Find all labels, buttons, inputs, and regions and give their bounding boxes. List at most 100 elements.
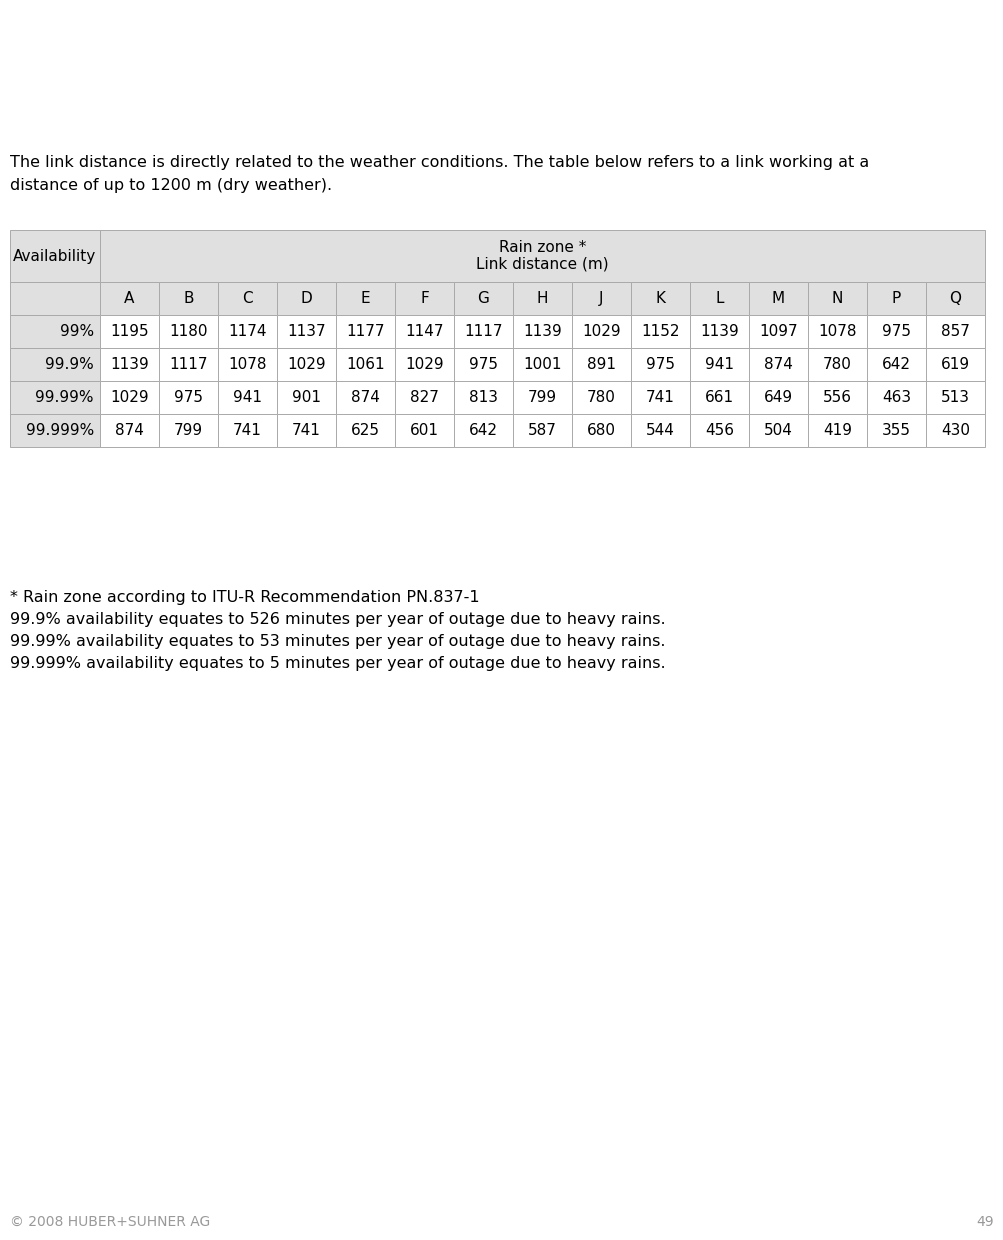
Bar — [218, 315, 277, 348]
Text: 975: 975 — [468, 357, 497, 372]
Text: 799: 799 — [174, 423, 203, 438]
Text: Rain zone *: Rain zone * — [498, 241, 586, 255]
Text: 1078: 1078 — [817, 324, 856, 339]
Bar — [336, 414, 394, 446]
Text: 741: 741 — [292, 423, 321, 438]
Bar — [925, 348, 984, 381]
Bar — [394, 381, 453, 414]
Bar — [218, 281, 277, 315]
Bar — [925, 414, 984, 446]
Text: 827: 827 — [409, 391, 438, 405]
Bar — [277, 414, 336, 446]
Text: 99.99% availability equates to 53 minutes per year of outage due to heavy rains.: 99.99% availability equates to 53 minute… — [10, 634, 665, 649]
Text: 941: 941 — [704, 357, 733, 372]
Bar — [689, 348, 748, 381]
Bar — [630, 281, 689, 315]
Text: K: K — [655, 291, 665, 306]
Text: N: N — [830, 291, 843, 306]
Bar — [100, 348, 158, 381]
Bar — [10, 381, 100, 414]
Bar — [572, 281, 630, 315]
Text: 1029: 1029 — [582, 324, 620, 339]
Bar — [158, 414, 218, 446]
Text: P: P — [891, 291, 901, 306]
Text: G: G — [477, 291, 488, 306]
Text: 355: 355 — [881, 423, 910, 438]
Text: The link distance is directly related to the weather conditions. The table below: The link distance is directly related to… — [10, 155, 869, 170]
Text: 1152: 1152 — [641, 324, 679, 339]
Text: 430: 430 — [940, 423, 969, 438]
Bar — [453, 381, 513, 414]
Bar — [277, 315, 336, 348]
Bar — [748, 348, 807, 381]
Bar — [572, 348, 630, 381]
Bar — [513, 348, 572, 381]
Text: M: M — [771, 291, 784, 306]
Text: 587: 587 — [528, 423, 557, 438]
Text: 601: 601 — [409, 423, 438, 438]
Text: 975: 975 — [645, 357, 674, 372]
Bar — [453, 315, 513, 348]
Bar — [925, 281, 984, 315]
Bar — [100, 229, 984, 281]
Text: 625: 625 — [351, 423, 379, 438]
Text: 1029: 1029 — [110, 391, 148, 405]
Bar — [394, 348, 453, 381]
Text: 544: 544 — [645, 423, 674, 438]
Bar — [807, 381, 867, 414]
Text: 642: 642 — [881, 357, 910, 372]
Bar — [336, 381, 394, 414]
Text: 49: 49 — [975, 1215, 993, 1229]
Bar — [10, 281, 100, 315]
Bar — [748, 281, 807, 315]
Bar — [158, 348, 218, 381]
Bar — [10, 348, 100, 381]
Bar — [394, 281, 453, 315]
Text: 874: 874 — [351, 391, 379, 405]
Text: 1001: 1001 — [523, 357, 562, 372]
Bar — [748, 381, 807, 414]
Bar — [689, 381, 748, 414]
Text: 504: 504 — [763, 423, 792, 438]
Text: 1117: 1117 — [170, 357, 208, 372]
Bar — [807, 414, 867, 446]
Bar — [513, 414, 572, 446]
Text: H: H — [537, 291, 548, 306]
Text: 1139: 1139 — [110, 357, 148, 372]
Bar — [336, 281, 394, 315]
Text: 649: 649 — [763, 391, 792, 405]
Text: 1078: 1078 — [228, 357, 267, 372]
Text: 1177: 1177 — [346, 324, 384, 339]
Text: 99%: 99% — [60, 324, 94, 339]
Text: Link distance (m): Link distance (m) — [475, 257, 608, 272]
Text: 741: 741 — [645, 391, 674, 405]
Bar — [218, 414, 277, 446]
Bar — [630, 381, 689, 414]
Text: 780: 780 — [822, 357, 852, 372]
Bar — [689, 414, 748, 446]
Text: © 2008 HUBER+SUHNER AG: © 2008 HUBER+SUHNER AG — [10, 1215, 210, 1229]
Text: 741: 741 — [233, 423, 262, 438]
Bar — [572, 315, 630, 348]
Bar — [277, 381, 336, 414]
Text: 456: 456 — [704, 423, 733, 438]
Bar — [572, 414, 630, 446]
Bar — [158, 381, 218, 414]
Bar — [925, 315, 984, 348]
Text: L: L — [714, 291, 723, 306]
Bar — [336, 315, 394, 348]
Bar — [630, 414, 689, 446]
Bar — [394, 414, 453, 446]
Text: 661: 661 — [704, 391, 733, 405]
Bar — [336, 348, 394, 381]
Text: 680: 680 — [587, 423, 616, 438]
Bar — [630, 315, 689, 348]
Bar — [158, 281, 218, 315]
Text: 799: 799 — [528, 391, 557, 405]
Bar — [453, 414, 513, 446]
Text: J: J — [599, 291, 603, 306]
Bar — [453, 281, 513, 315]
Bar — [10, 229, 100, 281]
Text: 780: 780 — [587, 391, 615, 405]
Text: F: F — [419, 291, 428, 306]
